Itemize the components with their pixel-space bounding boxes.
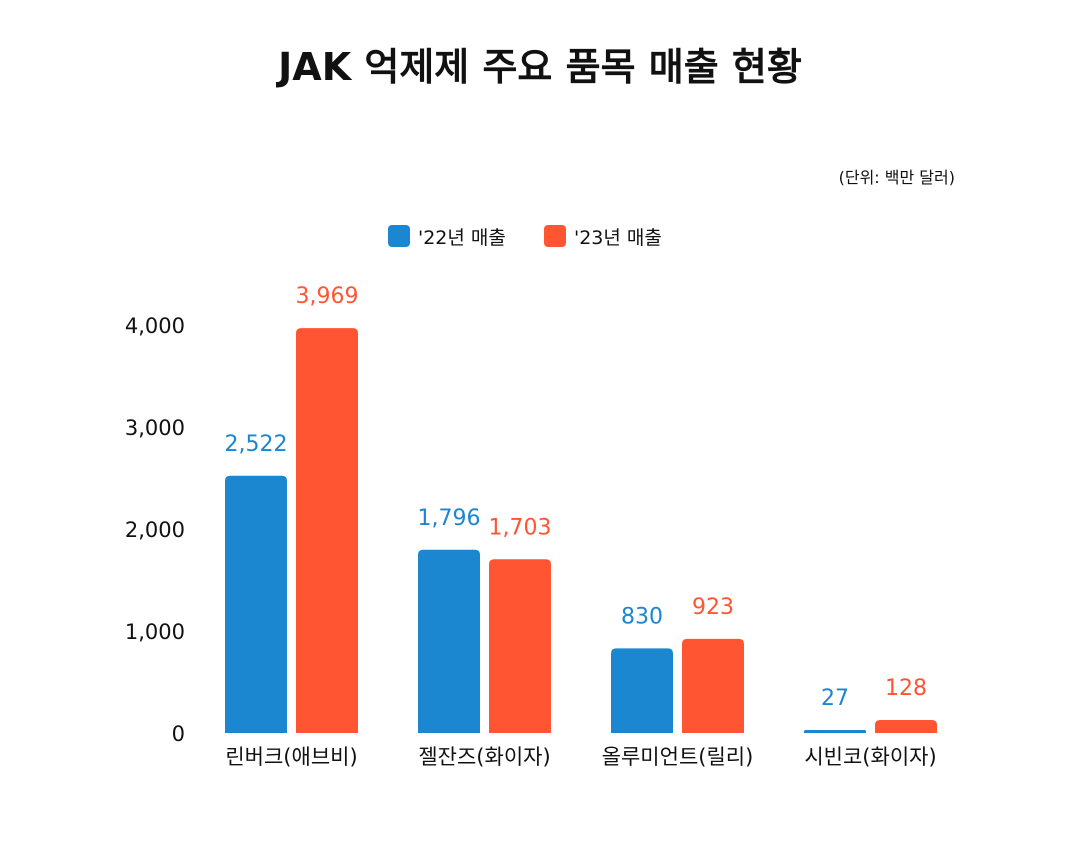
category-label-olumiant: 올루미언트(릴리) [602,745,754,769]
value-label-rinvoq-2022: 2,522 [225,432,288,457]
bar-rinvoq-2023 [296,328,358,733]
value-label-olumiant-2022: 830 [621,604,663,629]
value-labels: 2,522 3,969 1,796 1,703 830 923 27 128 [225,284,927,711]
legend-swatch-2023 [544,225,566,247]
legend: '22년 매출 '23년 매출 [388,225,662,249]
y-axis: 0 1,000 2,000 3,000 4,000 [125,314,185,746]
legend-swatch-2022 [388,225,410,247]
value-label-xeljanz-2022: 1,796 [418,506,481,531]
bar-xeljanz-2023 [489,559,551,733]
value-label-xeljanz-2023: 1,703 [489,515,552,540]
chart-title: JAK 억제제 주요 품목 매출 현황 [275,45,802,89]
unit-note: (단위: 백만 달러) [839,168,955,187]
y-tick-label: 3,000 [125,416,185,440]
value-label-cibinqo-2022: 27 [821,686,849,711]
value-label-cibinqo-2023: 128 [885,676,927,701]
value-label-olumiant-2023: 923 [692,595,734,620]
legend-label-2023: '23년 매출 [574,227,662,249]
bar-cibinqo-2023 [875,719,937,733]
bar-xeljanz-2022 [418,549,480,733]
bar-cibinqo-2022 [804,730,866,733]
category-label-rinvoq: 린버크(애브비) [225,745,357,769]
y-tick-label: 0 [172,722,185,746]
value-label-rinvoq-2023: 3,969 [296,284,359,309]
y-tick-label: 1,000 [125,620,185,644]
bar-olumiant-2023 [682,638,744,733]
bar-olumiant-2022 [611,648,673,733]
category-label-xeljanz: 젤잔즈(화이자) [418,745,550,769]
y-tick-label: 4,000 [125,314,185,338]
y-tick-label: 2,000 [125,518,185,542]
category-label-cibinqo: 시빈코(화이자) [804,745,936,769]
x-axis: 린버크(애브비) 젤잔즈(화이자) 올루미언트(릴리) 시빈코(화이자) [225,745,936,769]
legend-label-2022: '22년 매출 [418,227,506,249]
bar-rinvoq-2022 [225,475,287,733]
bars [225,328,937,733]
